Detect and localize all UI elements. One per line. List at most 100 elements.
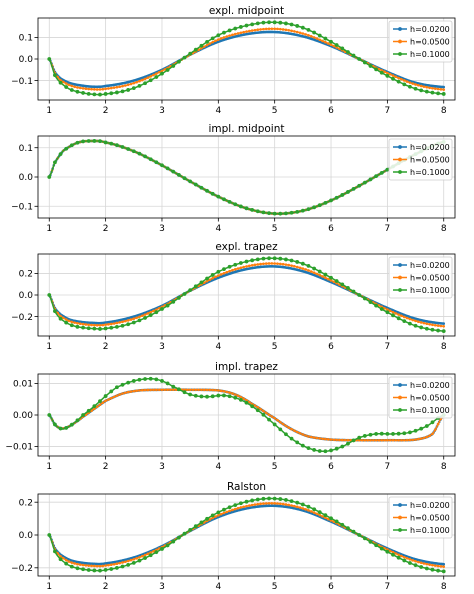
data-point	[169, 388, 172, 392]
data-point	[90, 323, 93, 327]
data-point	[307, 435, 310, 438]
data-point	[188, 179, 193, 184]
data-point	[222, 511, 226, 515]
data-point	[58, 557, 63, 562]
data-point	[433, 323, 437, 327]
data-point	[388, 549, 392, 553]
data-point	[222, 390, 226, 393]
data-point	[422, 562, 426, 565]
data-point	[137, 558, 142, 563]
data-point	[287, 503, 291, 507]
data-point	[238, 397, 243, 402]
data-point	[90, 564, 93, 568]
data-point	[81, 91, 85, 95]
data-point	[351, 289, 356, 294]
data-point	[425, 435, 429, 439]
x-tick-label: 8	[441, 224, 447, 234]
data-point	[402, 558, 407, 563]
data-point	[216, 510, 221, 515]
data-point	[340, 438, 344, 442]
data-point	[408, 430, 412, 435]
data-point	[290, 427, 293, 431]
data-point	[405, 556, 409, 560]
data-point	[216, 269, 221, 274]
data-point	[138, 315, 141, 319]
data-point	[152, 73, 155, 77]
data-point	[368, 64, 373, 68]
data-point	[262, 409, 265, 413]
x-tick-label: 2	[103, 106, 109, 116]
data-point	[109, 322, 113, 326]
data-point	[188, 288, 193, 293]
data-point	[155, 388, 158, 392]
data-point	[114, 385, 119, 390]
data-point	[137, 377, 142, 382]
data-point	[332, 280, 336, 284]
data-point	[377, 304, 381, 307]
data-point	[98, 88, 102, 91]
data-point	[143, 377, 147, 381]
data-point	[279, 420, 282, 424]
data-point	[318, 273, 322, 277]
data-point	[394, 75, 398, 79]
data-point	[216, 194, 221, 199]
data-point	[81, 139, 85, 144]
data-point	[306, 207, 311, 212]
data-point	[95, 564, 99, 568]
data-point	[357, 293, 362, 297]
data-point	[154, 550, 159, 555]
data-point	[155, 308, 158, 311]
data-point	[334, 43, 339, 47]
x-tick-label: 7	[385, 582, 391, 592]
data-point	[408, 438, 412, 442]
data-point	[222, 393, 226, 398]
data-point	[73, 85, 76, 89]
data-point	[374, 303, 379, 308]
data-point	[300, 25, 305, 30]
data-point	[433, 564, 437, 567]
data-point	[425, 562, 429, 566]
legend-marker	[398, 503, 402, 507]
data-point	[397, 438, 400, 442]
data-point	[126, 83, 130, 87]
data-point	[188, 51, 193, 56]
data-point	[315, 436, 319, 440]
data-point	[146, 388, 150, 392]
data-point	[227, 394, 232, 399]
data-point	[47, 293, 52, 297]
data-point	[47, 57, 52, 61]
x-tick-label: 2	[103, 462, 109, 472]
data-point	[270, 415, 274, 418]
data-point	[70, 320, 74, 324]
data-point	[278, 497, 283, 501]
data-point	[140, 388, 144, 392]
x-tick-label: 2	[103, 224, 109, 234]
data-point	[262, 502, 265, 505]
data-point	[315, 37, 319, 40]
data-point	[417, 560, 420, 564]
data-point	[300, 502, 305, 507]
data-point	[329, 279, 333, 282]
data-point	[357, 533, 362, 537]
data-point	[211, 388, 214, 392]
data-point	[193, 393, 198, 398]
data-point	[146, 552, 150, 556]
data-point	[346, 50, 350, 54]
data-point	[385, 549, 390, 554]
data-point	[287, 28, 291, 32]
data-point	[413, 323, 418, 328]
series-group	[47, 496, 446, 574]
data-point	[267, 413, 271, 417]
data-point	[301, 507, 305, 510]
data-point	[317, 449, 322, 453]
data-point	[431, 563, 434, 567]
data-point	[391, 313, 395, 318]
data-point	[419, 84, 423, 88]
data-point	[98, 399, 102, 404]
data-point	[293, 504, 296, 508]
data-point	[118, 85, 122, 89]
legend: h=0.0200 h=0.0500 h=0.1000	[388, 138, 453, 181]
data-point	[92, 326, 97, 331]
x-tick-label: 3	[159, 224, 165, 234]
